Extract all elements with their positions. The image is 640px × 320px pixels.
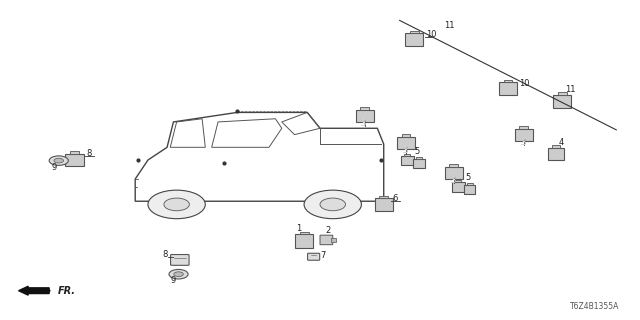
- Circle shape: [304, 190, 362, 219]
- Text: 3: 3: [402, 146, 408, 155]
- Bar: [380, 196, 388, 198]
- Bar: [557, 92, 566, 95]
- Circle shape: [169, 269, 188, 279]
- FancyBboxPatch shape: [308, 253, 320, 260]
- Bar: [65, 154, 84, 166]
- Circle shape: [148, 190, 205, 219]
- Text: 3: 3: [520, 138, 525, 147]
- Bar: [410, 31, 419, 33]
- Text: 11: 11: [444, 21, 454, 30]
- Text: 10: 10: [426, 30, 436, 39]
- Text: 3: 3: [450, 176, 455, 185]
- Bar: [553, 95, 571, 108]
- FancyArrow shape: [19, 286, 49, 295]
- Text: 1: 1: [296, 224, 301, 233]
- Bar: [295, 234, 313, 248]
- Circle shape: [173, 272, 183, 276]
- FancyBboxPatch shape: [171, 254, 189, 265]
- Text: 2: 2: [325, 226, 330, 235]
- Bar: [548, 148, 564, 160]
- Text: 8: 8: [86, 149, 92, 158]
- Bar: [401, 134, 410, 137]
- Bar: [401, 156, 413, 165]
- Bar: [413, 159, 424, 168]
- Bar: [360, 107, 369, 109]
- Bar: [405, 33, 423, 46]
- Text: T6Z4B1355A: T6Z4B1355A: [570, 302, 620, 311]
- Text: 5: 5: [466, 173, 471, 182]
- Bar: [445, 167, 463, 179]
- Bar: [504, 80, 513, 82]
- Bar: [552, 145, 560, 148]
- Text: 5: 5: [415, 147, 420, 156]
- Text: 11: 11: [564, 85, 575, 94]
- Text: 3: 3: [450, 176, 455, 185]
- Bar: [464, 185, 476, 194]
- Circle shape: [49, 156, 68, 165]
- Bar: [356, 109, 374, 122]
- Circle shape: [164, 198, 189, 211]
- Bar: [452, 182, 465, 192]
- Circle shape: [320, 198, 346, 211]
- Text: 3: 3: [520, 138, 525, 147]
- Text: 8: 8: [162, 250, 167, 260]
- Bar: [455, 180, 461, 182]
- Bar: [449, 164, 458, 167]
- Bar: [416, 157, 422, 159]
- Text: FR.: FR.: [58, 286, 76, 296]
- Bar: [499, 82, 517, 95]
- FancyBboxPatch shape: [320, 235, 333, 245]
- Bar: [331, 238, 336, 242]
- Bar: [397, 137, 415, 148]
- Bar: [404, 154, 410, 156]
- Text: 3: 3: [402, 146, 408, 155]
- Circle shape: [54, 158, 63, 163]
- Bar: [520, 126, 529, 129]
- Text: 6: 6: [393, 194, 398, 203]
- Text: 3: 3: [361, 119, 366, 128]
- Bar: [70, 151, 79, 154]
- Text: 4: 4: [559, 138, 564, 147]
- Bar: [467, 183, 472, 185]
- Text: 9: 9: [171, 276, 176, 285]
- Text: 7: 7: [320, 251, 325, 260]
- Text: 10: 10: [520, 79, 530, 88]
- Bar: [375, 198, 393, 211]
- Bar: [300, 232, 308, 234]
- Text: 3: 3: [361, 119, 366, 128]
- Text: 9: 9: [51, 163, 56, 172]
- Bar: [515, 129, 533, 141]
